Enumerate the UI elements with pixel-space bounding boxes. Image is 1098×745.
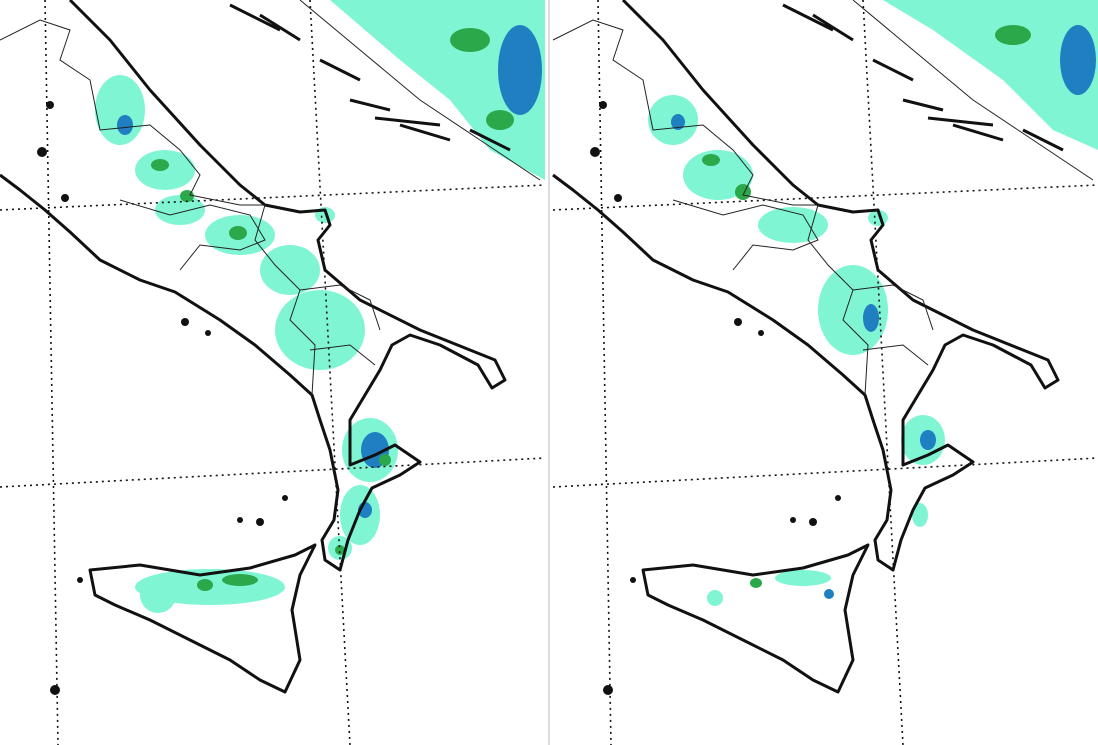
left-panel [0,0,547,745]
base-map [551,0,1098,745]
right-panel [551,0,1098,745]
